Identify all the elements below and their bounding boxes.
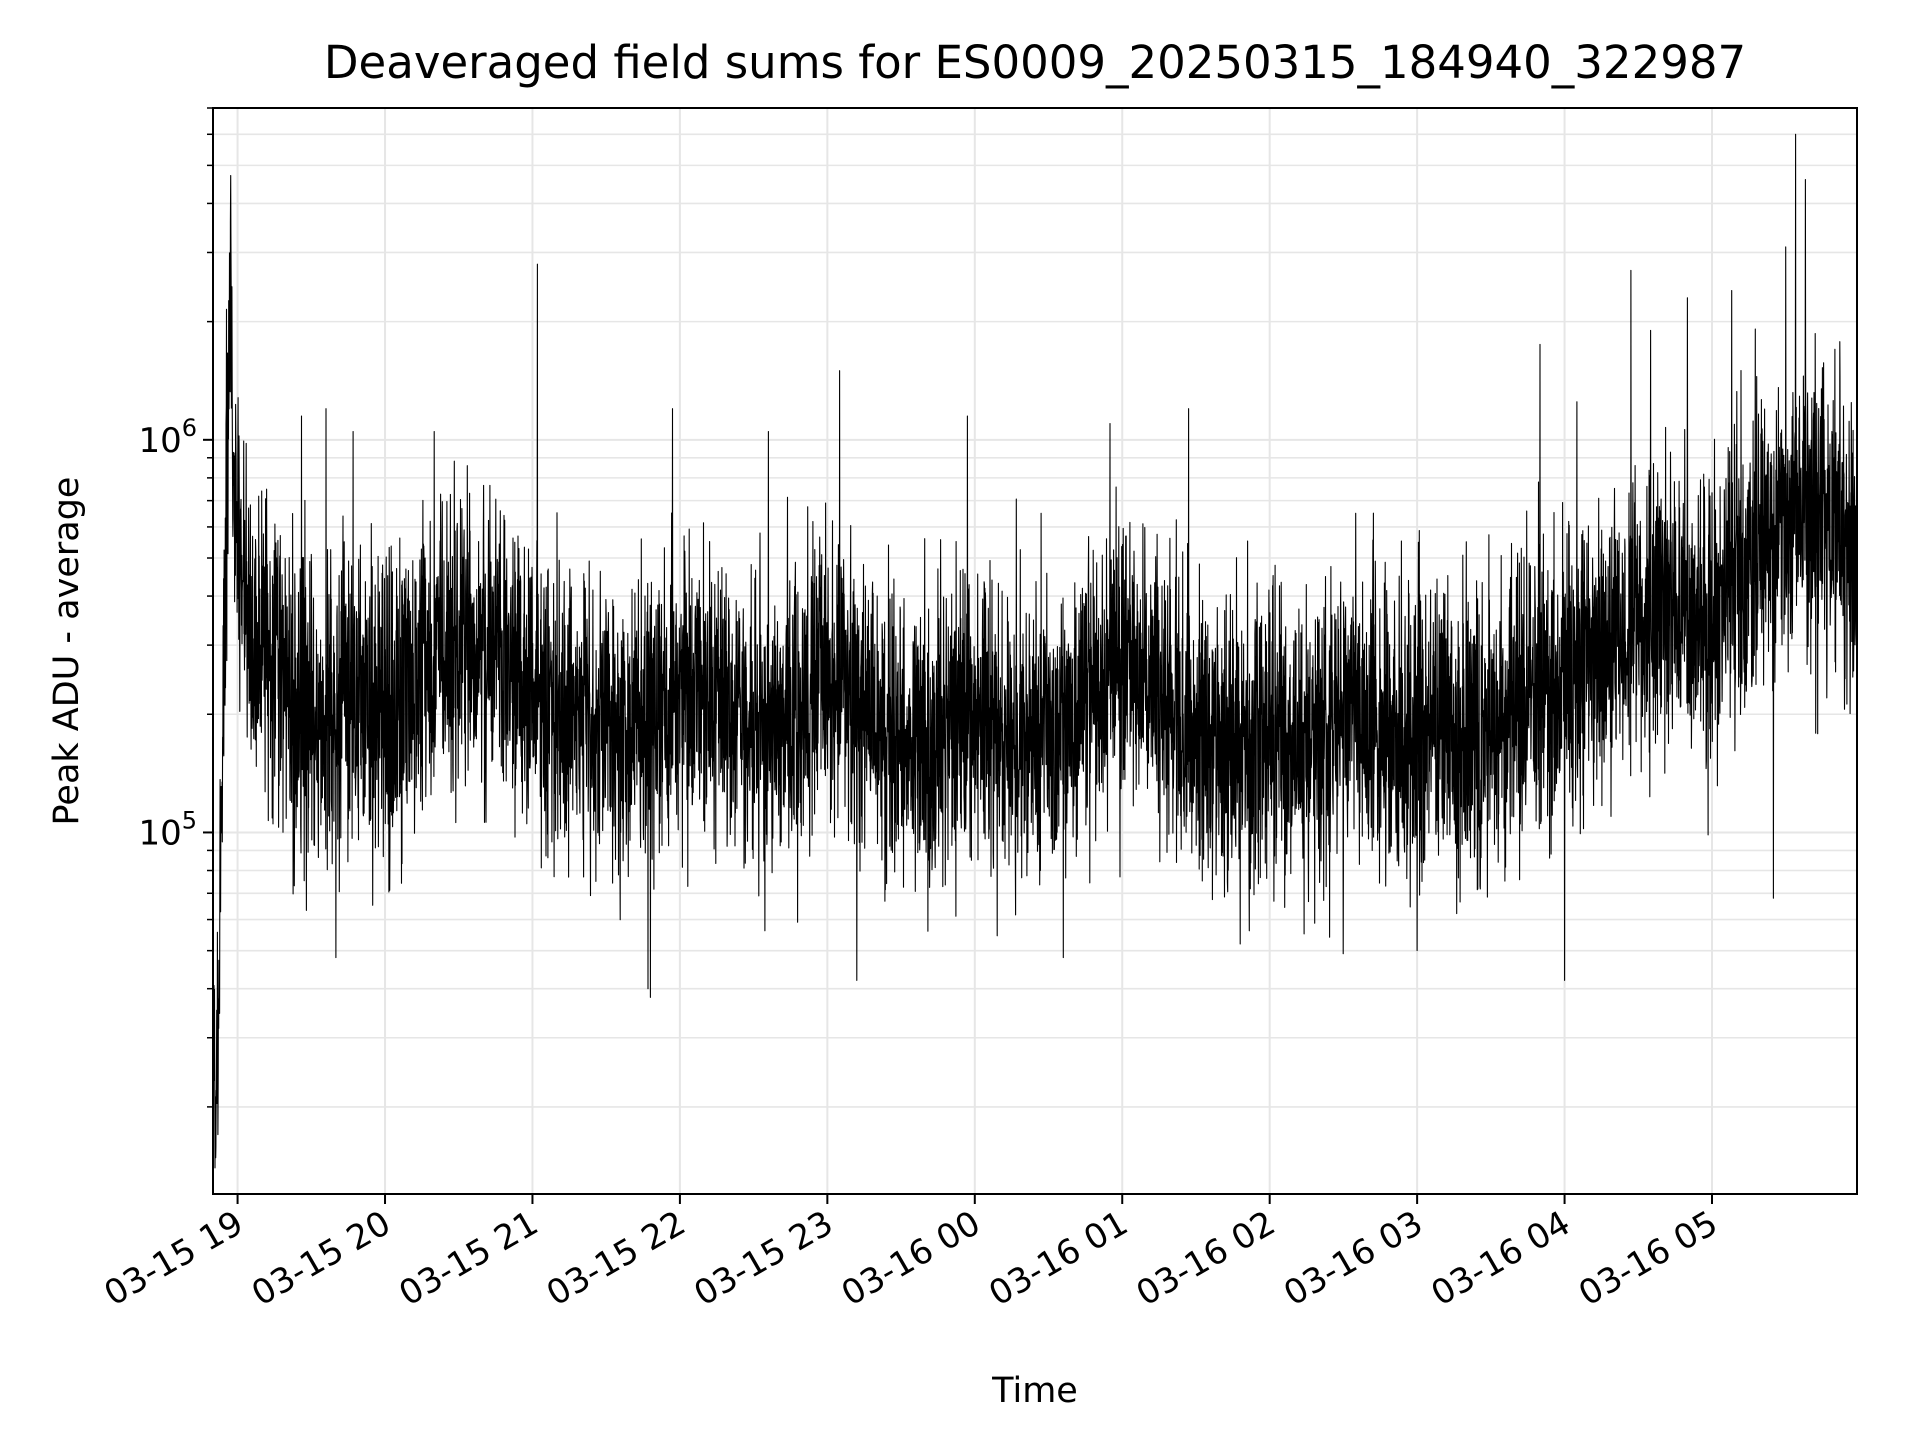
y-axis-label: Peak ADU - average bbox=[47, 477, 87, 826]
chart-title: Deaveraged field sums for ES0009_2025031… bbox=[324, 36, 1746, 89]
y-tick-label: 106 bbox=[138, 414, 197, 461]
series-line bbox=[212, 133, 1858, 1169]
x-axis-label: Time bbox=[991, 1371, 1078, 1411]
plot-frame bbox=[212, 107, 1858, 1195]
data-area bbox=[212, 133, 1858, 1169]
y-tick-label: 105 bbox=[138, 806, 197, 853]
y-axis: 105 106 bbox=[138, 107, 213, 1108]
